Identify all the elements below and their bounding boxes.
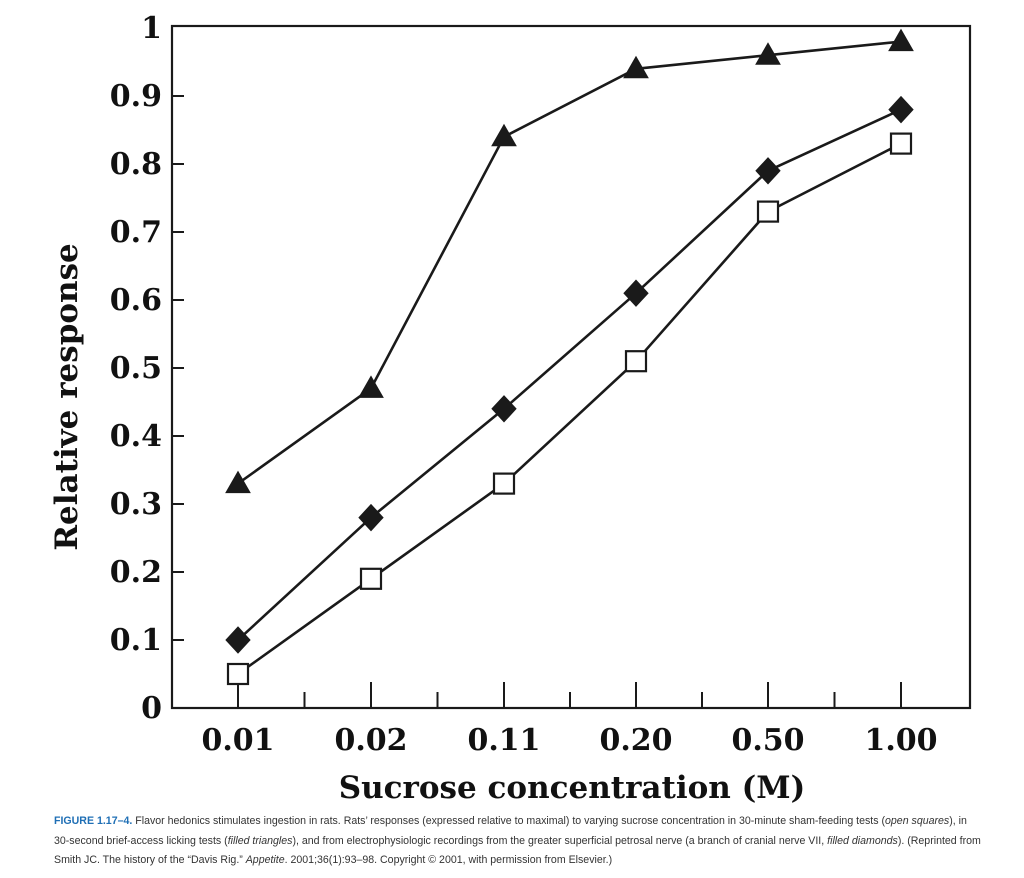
x-axis: 0.01 0.02 0.11 0.20 0.50 1.00 (201, 682, 938, 758)
square-marker (756, 200, 780, 223)
caption-text: Flavor hedonics stimulates ingestion in … (132, 815, 886, 827)
line-chart-svg: 00.10.20.30.40.50.60.70.80.91 0.01 0.02 0.… (49, 11, 972, 806)
x-tick-label: 0.01 (201, 723, 274, 758)
diamond-marker (358, 503, 384, 532)
caption-emphasis: open squares (885, 815, 950, 827)
series-line (237, 40, 902, 485)
square-marker (889, 132, 913, 155)
square-marker (359, 567, 383, 590)
series-lines (237, 40, 902, 676)
plot-frame (170, 24, 972, 710)
x-tick-label: 1.00 (864, 723, 937, 758)
y-tick-label: 0.8 (110, 147, 162, 182)
triangle-marker (491, 123, 517, 147)
caption-emphasis: filled triangles (227, 834, 293, 847)
x-tick-label: 0.02 (334, 723, 407, 758)
y-tick-label: 0.2 (110, 555, 162, 590)
caption-emphasis: Appetite (245, 854, 285, 866)
y-tick-label: 0.7 (110, 215, 162, 250)
square-marker (226, 662, 250, 686)
figure-caption: FIGURE 1.17–4. Flavor hedonics stimulate… (54, 812, 984, 871)
triangle-marker (225, 470, 251, 494)
diamond-marker (225, 626, 251, 654)
caption-text: ), in 30-second brief-access licking tes… (54, 815, 967, 847)
caption-emphasis: filled diamonds (827, 834, 898, 847)
x-tick-label: 0.20 (599, 723, 672, 758)
triangle-marker (755, 42, 781, 65)
y-tick-label: 0.4 (110, 419, 162, 454)
caption-figure-label: FIGURE 1.17–4. (54, 815, 133, 827)
x-tick-label: 0.11 (467, 723, 540, 758)
series-line (237, 142, 902, 676)
x-axis-title: Sucrose concentration (M) (339, 770, 806, 806)
y-tick-label: 0.3 (110, 487, 162, 522)
triangle-marker (358, 375, 384, 398)
plot-border (170, 24, 972, 710)
diamond-marker (623, 279, 649, 307)
chart: 0 0.1 0.2 0.3 0.4 0.5 0.6 0.7 0.8 0.9 1 0.01 0.02 0.… (49, 11, 972, 806)
y-tick-label: 0.5 (110, 351, 162, 386)
diamond-marker (888, 95, 914, 124)
series-line (237, 108, 902, 641)
y-tick-label: 0 (141, 691, 162, 726)
y-tick-label: 0.9 (110, 79, 162, 114)
square-marker (492, 472, 516, 495)
triangle-marker (623, 55, 649, 79)
diamond-marker (755, 157, 781, 185)
triangle-marker (888, 28, 914, 52)
square-marker (624, 350, 648, 373)
caption-text: . 2001;36(1):93–98. Copyright © 2001, wi… (284, 854, 613, 866)
caption-text: ), and from electrophysiologic recording… (292, 834, 828, 847)
y-tick-label: 0.1 (110, 623, 162, 658)
x-tick-label: 0.50 (731, 723, 804, 758)
y-tick-label: 1 (141, 11, 162, 46)
series-markers (225, 28, 914, 686)
diamond-marker (491, 395, 517, 423)
y-axis: 0 0.1 0.2 0.3 0.4 0.5 0.6 0.7 0.8 0.9 1 (110, 11, 184, 726)
caption-text: ). (Reprinted from Smith JC. The history… (54, 834, 981, 867)
y-tick-label: 0.6 (110, 283, 162, 318)
y-axis-title: Relative response (49, 243, 85, 551)
